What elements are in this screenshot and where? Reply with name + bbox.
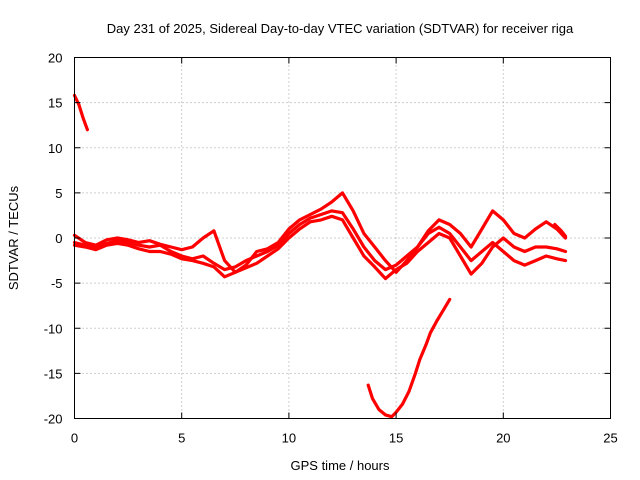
y-tick-label: -20	[44, 412, 63, 427]
y-axis-label: SDTVAR / TECUs	[6, 185, 21, 290]
series-traces	[72, 93, 568, 419]
x-axis-label: GPS time / hours	[291, 458, 390, 473]
y-tick-label: 0	[55, 231, 62, 246]
y-tick-label: 20	[48, 51, 62, 66]
chart-title: Day 231 of 2025, Sidereal Day-to-day VTE…	[107, 21, 574, 36]
y-tick-label: 10	[48, 141, 62, 156]
y-tick-label: 15	[48, 96, 62, 111]
x-tick-label: 25	[603, 431, 617, 446]
x-tick-label: 0	[71, 431, 78, 446]
y-tick-label: -10	[44, 321, 63, 336]
tick-labels: 0 5 10 15 20 25 -20 -15 -10 -5 0 5 10 15 20	[44, 51, 618, 446]
grid-lines	[74, 57, 611, 419]
series-line-0	[72, 93, 90, 132]
series-line-5	[553, 222, 568, 238]
x-tick-label: 20	[496, 431, 510, 446]
x-tick-label: 15	[389, 431, 403, 446]
x-tick-label: 10	[282, 431, 296, 446]
series-line-2	[72, 191, 568, 274]
axis-ticks	[74, 57, 611, 419]
series-line-3	[72, 214, 568, 281]
series-line-1	[72, 209, 568, 272]
y-tick-label: -5	[51, 276, 63, 291]
x-tick-label: 5	[178, 431, 185, 446]
y-tick-label: 5	[55, 186, 62, 201]
series-line-4	[366, 297, 452, 419]
y-tick-label: -15	[44, 366, 63, 381]
